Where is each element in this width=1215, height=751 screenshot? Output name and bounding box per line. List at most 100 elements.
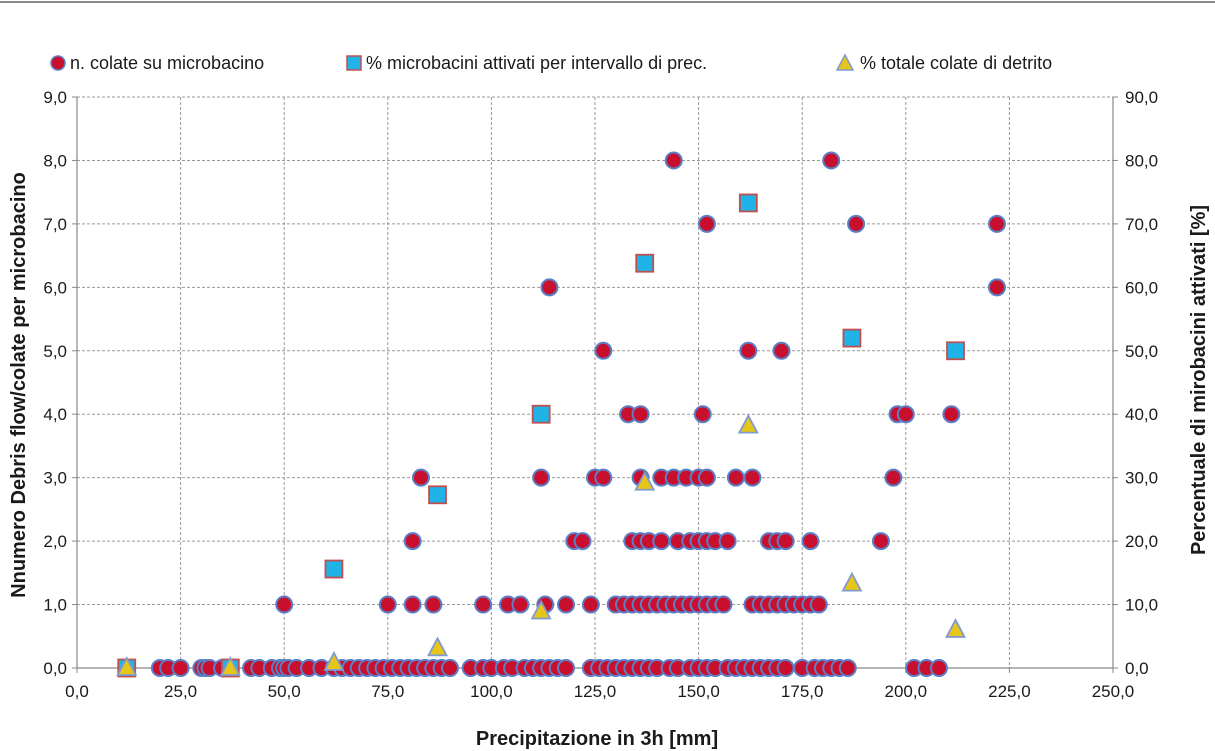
- y-tick-label: 2,0: [43, 532, 67, 551]
- data-point-circle: [424, 595, 443, 614]
- data-point-circle: [871, 532, 890, 551]
- data-point-circle: [838, 659, 857, 677]
- x-tick-label: 75,0: [371, 682, 404, 701]
- y2-tick-label: 90,0: [1125, 88, 1158, 107]
- legend-label-1: % microbacini attivati per intervallo di…: [366, 53, 707, 73]
- y2-tick-label: 70,0: [1125, 215, 1158, 234]
- y-tick-label: 9,0: [43, 88, 67, 107]
- data-point-circle: [809, 595, 828, 614]
- data-point-circle: [942, 405, 961, 424]
- data-point-triangle: [841, 571, 863, 592]
- data-points: [116, 151, 1006, 678]
- y-tick-label: 3,0: [43, 469, 67, 488]
- y-tick-label: 4,0: [43, 405, 67, 424]
- data-point-circle: [631, 405, 650, 424]
- data-point-triangle: [323, 651, 345, 671]
- data-point-square: [531, 404, 551, 424]
- data-point-circle: [776, 659, 795, 677]
- y-tick-label: 0,0: [43, 659, 67, 678]
- data-point-circle: [594, 468, 613, 487]
- x-tick-label: 225,0: [988, 682, 1031, 701]
- data-point-triangle: [530, 599, 552, 620]
- data-point-square: [428, 485, 447, 505]
- data-point-circle: [693, 405, 712, 424]
- data-point-circle: [822, 151, 841, 170]
- x-tick-label: 50,0: [268, 682, 301, 701]
- x-tick-label: 125,0: [574, 682, 617, 701]
- y2-tick-label: 10,0: [1125, 596, 1158, 615]
- legend-label-2: % totale colate di detrito: [860, 53, 1052, 73]
- data-point-circle: [275, 595, 294, 614]
- data-point-circle: [714, 595, 733, 614]
- data-point-circle: [474, 595, 493, 614]
- gridlines: [77, 96, 1113, 668]
- data-point-circle: [776, 532, 795, 551]
- data-point-triangle: [116, 656, 138, 676]
- data-point-circle: [847, 214, 866, 233]
- data-point-circle: [884, 468, 903, 487]
- data-point-circle: [739, 341, 758, 360]
- y2-axis-title: Percentuale di mirobacini attivati [%]: [1188, 205, 1210, 555]
- data-point-circle: [896, 405, 915, 424]
- x-tick-label: 150,0: [677, 682, 720, 701]
- data-point-circle: [697, 468, 716, 487]
- data-point-square: [324, 559, 344, 579]
- y-axis-title: Nnumero Debris flow/colate per microbaci…: [8, 172, 30, 598]
- x-tick-label: 200,0: [885, 682, 928, 701]
- legend-marker-square: [346, 55, 362, 71]
- data-point-square: [842, 328, 862, 348]
- data-point-square: [738, 193, 758, 213]
- data-point-triangle: [634, 470, 656, 491]
- legend-label-0: n. colate su microbacino: [70, 53, 264, 73]
- data-point-circle: [440, 659, 459, 677]
- data-point-triangle: [219, 656, 241, 676]
- data-point-circle: [743, 468, 762, 487]
- y-tick-label: 1,0: [43, 596, 67, 615]
- data-point-circle: [718, 532, 737, 551]
- data-point-triangle: [427, 636, 449, 657]
- x-tick-label: 250,0: [1092, 682, 1135, 701]
- data-point-circle: [556, 595, 575, 614]
- data-point-circle: [171, 659, 190, 677]
- data-point-circle: [378, 595, 397, 614]
- x-tick-label: 0,0: [65, 682, 89, 701]
- data-point-circle: [403, 532, 422, 551]
- y-tick-label: 7,0: [43, 215, 67, 234]
- data-point-circle: [411, 468, 430, 487]
- data-point-circle: [403, 595, 422, 614]
- data-point-circle: [726, 468, 745, 487]
- data-point-circle: [540, 278, 559, 297]
- legend-marker-triangle: [835, 53, 855, 71]
- y-tick-label: 8,0: [43, 151, 67, 170]
- data-point-circle: [987, 278, 1006, 297]
- data-point-circle: [652, 532, 671, 551]
- data-point-circle: [532, 468, 551, 487]
- data-point-circle: [556, 659, 575, 677]
- data-point-circle: [573, 532, 592, 551]
- y2-tick-label: 50,0: [1125, 342, 1158, 361]
- data-point-circle: [594, 341, 613, 360]
- y2-tick-label: 80,0: [1125, 151, 1158, 170]
- x-tick-label: 100,0: [470, 682, 513, 701]
- x-axis-title: Precipitazione in 3h [mm]: [476, 728, 718, 750]
- data-point-circle: [511, 595, 530, 614]
- y2-tick-label: 30,0: [1125, 469, 1158, 488]
- y2-tick-label: 40,0: [1125, 405, 1158, 424]
- x-tick-label: 25,0: [164, 682, 197, 701]
- legend-marker-circle: [50, 55, 66, 71]
- tick-labels: 0,0 25,0 50,0 75,0 100,0 125,0 150,0 175,0 200,0…: [43, 88, 1158, 701]
- y-tick-label: 6,0: [43, 278, 67, 297]
- data-point-square: [946, 341, 965, 361]
- data-point-circle: [772, 341, 791, 360]
- data-point-triangle: [737, 413, 759, 434]
- data-point-circle: [801, 532, 820, 551]
- data-point-circle: [987, 214, 1006, 233]
- y2-tick-label: 60,0: [1125, 278, 1158, 297]
- y-tick-label: 5,0: [43, 342, 67, 361]
- data-point-square: [635, 253, 655, 273]
- legend: n. colate su microbacino % microbacini a…: [50, 53, 1052, 73]
- y2-tick-label: 20,0: [1125, 532, 1158, 551]
- data-point-circle: [664, 151, 683, 170]
- x-tick-label: 175,0: [781, 682, 824, 701]
